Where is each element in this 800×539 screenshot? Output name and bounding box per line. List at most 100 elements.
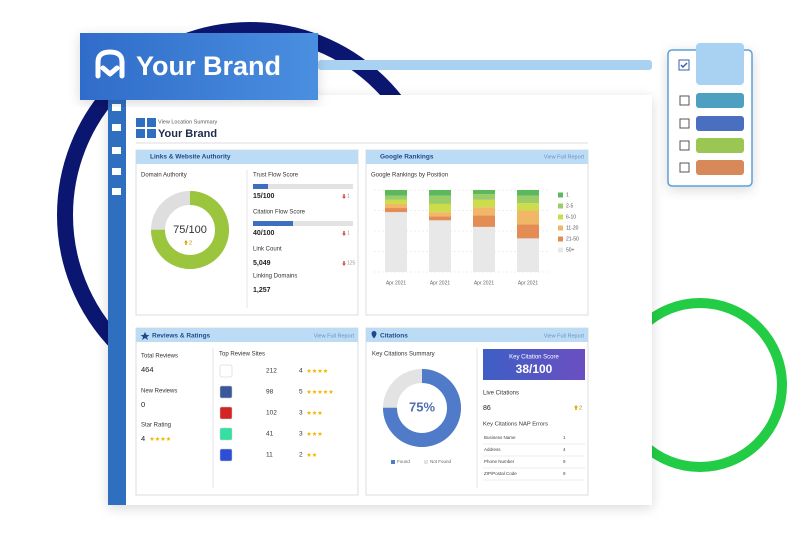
legend-label: 2-5 xyxy=(566,203,573,209)
metric-label: Star Rating xyxy=(141,423,171,429)
metric-value: 464 xyxy=(141,365,154,374)
donut-arc xyxy=(151,191,229,269)
metric-label: New Reviews xyxy=(141,389,177,395)
panel-title: Google Rankings xyxy=(380,154,434,161)
legend-swatch xyxy=(558,236,563,242)
score-box xyxy=(483,349,585,380)
view-report-link: View Full Report xyxy=(544,154,585,160)
legend-label: 50+ xyxy=(566,247,575,253)
site-icon xyxy=(219,385,233,399)
score: 75/100 xyxy=(173,224,207,236)
star xyxy=(306,368,312,373)
change: 1 xyxy=(347,193,350,199)
nap-value: 9 xyxy=(563,459,566,464)
star xyxy=(312,389,317,394)
change: 125 xyxy=(347,260,356,266)
header-title: Your Brand xyxy=(158,128,217,140)
bar-segment xyxy=(385,212,407,272)
donut-arc xyxy=(383,369,461,447)
bar-segment xyxy=(385,199,407,204)
site-rating: 3 xyxy=(299,410,303,417)
change: 1 xyxy=(347,230,350,236)
nap-label: Business Name xyxy=(484,435,516,440)
bar-segment xyxy=(385,195,407,200)
change-arrow xyxy=(341,231,346,236)
bar-segment xyxy=(473,194,495,200)
x-tick-label: Apr 2021 xyxy=(474,280,495,286)
panel-icon xyxy=(140,332,150,340)
legend-swatch xyxy=(558,225,563,231)
view-report-link: View Full Report xyxy=(314,333,355,339)
metric-value: 0 xyxy=(141,400,145,409)
metric-value: 1,257 xyxy=(253,287,271,294)
review-count: 98 xyxy=(266,389,274,396)
site-icon xyxy=(219,406,233,420)
metric-label: Live Citations xyxy=(483,391,519,397)
star xyxy=(306,410,312,415)
star xyxy=(323,368,328,373)
bar-segment xyxy=(517,190,539,196)
donut-value: 75% xyxy=(409,399,435,414)
legend-label: 21-50 xyxy=(566,236,579,242)
panel-title: Citations xyxy=(380,333,408,340)
change: 2 xyxy=(189,240,192,246)
metric-value: 86 xyxy=(483,405,491,412)
star xyxy=(317,410,323,415)
change-arrow xyxy=(184,240,188,245)
brand-name: Your Brand xyxy=(136,51,281,81)
nap-label: Address xyxy=(484,447,501,452)
star xyxy=(323,389,328,394)
sidebar-icons xyxy=(112,104,121,195)
panel-title: Links & Website Authority xyxy=(150,154,231,161)
progress-track xyxy=(253,184,353,189)
bar-segment xyxy=(517,210,539,225)
review-count: 212 xyxy=(266,368,277,375)
metric-label: Citation Flow Score xyxy=(253,210,306,216)
star xyxy=(312,410,317,415)
legend-swatch xyxy=(424,460,428,464)
legend-label: 1 xyxy=(566,192,569,198)
panel-icon xyxy=(371,331,377,339)
bar-segment xyxy=(473,207,495,216)
section-title: Top Review Sites xyxy=(219,352,265,358)
header-subtitle: View Location Summary xyxy=(158,119,217,125)
star xyxy=(149,436,155,441)
star xyxy=(312,452,317,457)
x-tick-label: Apr 2021 xyxy=(430,280,451,286)
nap-label: ZIP/Postal Code xyxy=(484,471,517,476)
progress-bar xyxy=(253,221,293,226)
site-rating: 4 xyxy=(299,368,303,375)
legend-swatch xyxy=(391,460,395,464)
panels xyxy=(135,149,589,496)
star xyxy=(317,368,323,373)
bar-segment xyxy=(429,216,451,221)
legend-label: Not Found xyxy=(430,459,452,464)
site-rating: 3 xyxy=(299,431,303,438)
bar-segment xyxy=(517,203,539,211)
progress-track xyxy=(253,221,353,226)
legend-label: Found xyxy=(397,459,410,464)
bar-segment xyxy=(473,190,495,195)
site-icon xyxy=(219,448,233,462)
legend-swatch xyxy=(558,192,563,198)
chart-title: Google Rankings by Position xyxy=(371,173,448,179)
bar-segment xyxy=(517,224,539,239)
progress-bar xyxy=(253,184,268,189)
metric-value: 5,049 xyxy=(253,260,271,267)
metric-value: 40/100 xyxy=(253,230,275,237)
header-bar xyxy=(318,60,652,70)
nap-label: Phone Number xyxy=(484,459,515,464)
bar-segment xyxy=(517,238,539,272)
bar-segment xyxy=(473,215,495,227)
star xyxy=(317,389,323,394)
x-tick-label: Apr 2021 xyxy=(518,280,539,286)
review-count: 41 xyxy=(266,431,274,438)
legend-swatch xyxy=(558,214,563,220)
section-title: Key Citations Summary xyxy=(372,352,435,358)
checklist-card xyxy=(667,43,753,187)
score-value: 38/100 xyxy=(516,362,553,376)
metric-value: 4 xyxy=(141,434,145,443)
bar-segment xyxy=(385,208,407,213)
